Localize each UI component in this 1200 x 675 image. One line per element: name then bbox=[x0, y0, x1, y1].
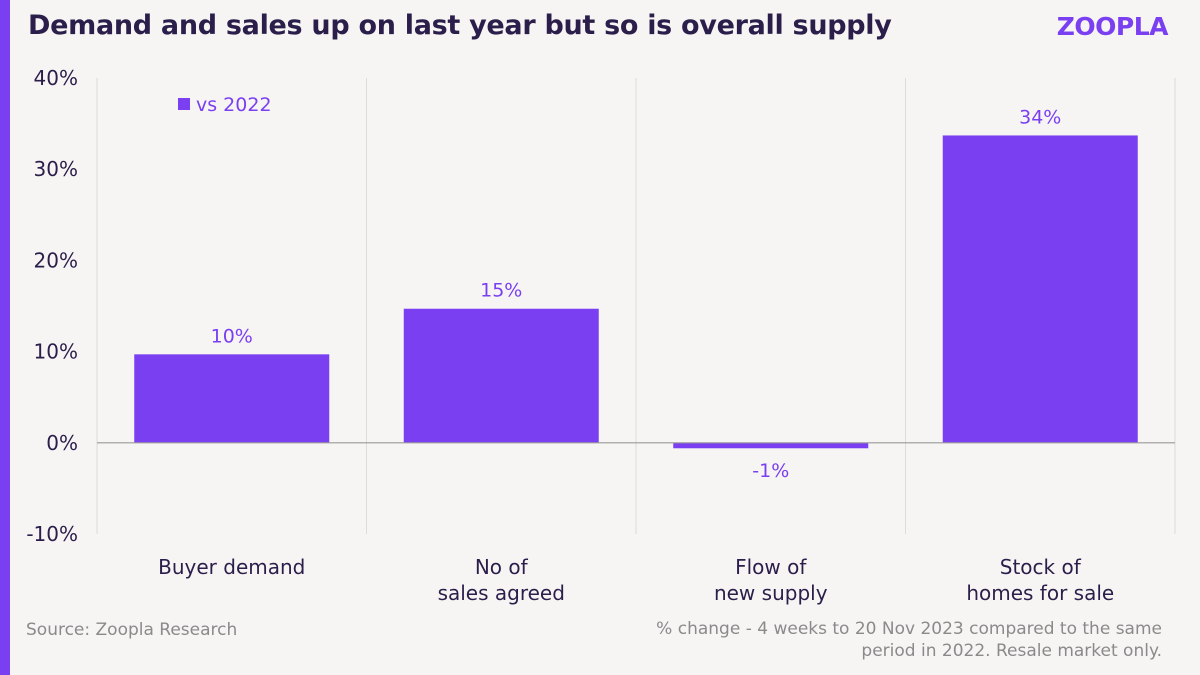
legend-label: vs 2022 bbox=[196, 94, 272, 116]
bar bbox=[403, 308, 599, 443]
y-tick-label: 0% bbox=[46, 431, 78, 455]
category-label: sales agreed bbox=[438, 581, 565, 605]
category-label: Buyer demand bbox=[158, 555, 305, 579]
bar bbox=[134, 354, 330, 443]
category-label: new supply bbox=[714, 581, 828, 605]
zoopla-logo: ZOOPLA bbox=[1056, 12, 1169, 41]
category-label: Stock of bbox=[1000, 555, 1082, 579]
category-label: Flow of bbox=[735, 555, 807, 579]
bar-value-label: 15% bbox=[480, 280, 522, 302]
chart-title: Demand and sales up on last year but so … bbox=[28, 10, 892, 41]
legend-swatch bbox=[178, 98, 190, 110]
category-label: homes for sale bbox=[966, 581, 1114, 605]
bar bbox=[673, 442, 869, 449]
bar-value-label: 34% bbox=[1019, 106, 1061, 128]
category-label: No of bbox=[475, 555, 529, 579]
bar bbox=[942, 135, 1138, 443]
left-accent-stripe bbox=[0, 0, 10, 675]
y-tick-label: 30% bbox=[34, 157, 78, 181]
y-tick-label: 10% bbox=[34, 340, 78, 364]
bar-value-label: -1% bbox=[752, 460, 789, 482]
y-tick-label: 20% bbox=[34, 248, 78, 272]
bar-value-label: 10% bbox=[211, 325, 253, 347]
y-tick-label: 40% bbox=[34, 66, 78, 90]
footnote: % change - 4 weeks to 20 Nov 2023 compar… bbox=[656, 619, 1162, 661]
source-note: Source: Zoopla Research bbox=[26, 620, 238, 640]
y-tick-label: -10% bbox=[26, 522, 78, 546]
